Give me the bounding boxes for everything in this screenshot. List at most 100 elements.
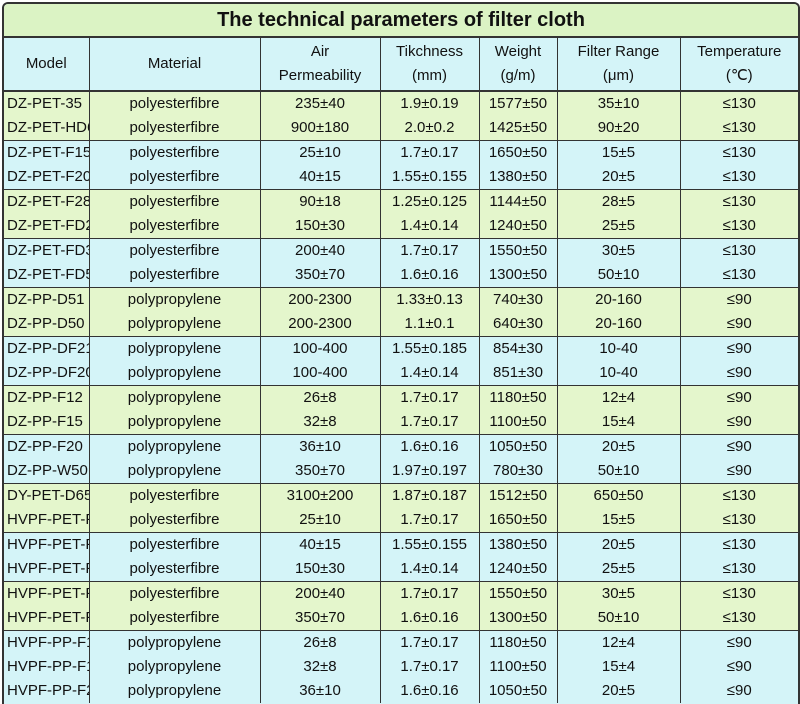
cell-temperature: ≤90 bbox=[679, 385, 798, 410]
cell-model: HVPF-PET-FD25 bbox=[4, 557, 89, 582]
cell-thickness: 1.7±0.17 bbox=[379, 655, 479, 679]
cell-model: DZ-PP-D51 bbox=[4, 287, 89, 312]
cell-weight: 740±30 bbox=[478, 287, 557, 312]
cell-filter-range: 28±5 bbox=[556, 189, 680, 214]
cell-thickness: 1.6±0.16 bbox=[379, 434, 479, 459]
column-header-weight: Weight (g/m) bbox=[478, 38, 557, 92]
cell-weight: 1144±50 bbox=[478, 189, 557, 214]
cell-air-permeability: 25±10 bbox=[259, 140, 380, 165]
cell-weight: 1550±50 bbox=[478, 238, 557, 263]
table-row: DY-PET-D650polyesterfibre3100±2001.87±0.… bbox=[4, 483, 798, 508]
cell-air-permeability: 200-2300 bbox=[259, 312, 380, 337]
cell-air-permeability: 32±8 bbox=[259, 410, 380, 435]
cell-weight: 1180±50 bbox=[478, 385, 557, 410]
table-row: DZ-PET-35 polyesterfibre 235±40 1.9±0.19 157… bbox=[4, 91, 798, 116]
table-row: DZ-PET-F15 polyesterfibre 25±10 1.7±0.17 165… bbox=[4, 140, 798, 165]
cell-filter-range: 20-160 bbox=[556, 312, 680, 337]
cell-air-permeability: 900±180 bbox=[259, 116, 380, 141]
cell-material: polypropylene bbox=[88, 287, 260, 312]
cell-filter-range: 50±10 bbox=[556, 263, 680, 288]
cell-model: HVPF-PP-F20 bbox=[4, 679, 89, 703]
cell-filter-range: 15±4 bbox=[556, 410, 680, 435]
cell-filter-range: 30±5 bbox=[556, 238, 680, 263]
cell-weight: 1577±50 bbox=[478, 91, 557, 116]
column-header-model: Model bbox=[4, 38, 89, 92]
cell-temperature: ≤90 bbox=[679, 679, 798, 703]
cell-filter-range: 10-40 bbox=[556, 361, 680, 386]
cell-filter-range: 50±10 bbox=[556, 459, 680, 484]
cell-temperature: ≤90 bbox=[679, 336, 798, 361]
column-header-line: Material bbox=[147, 55, 202, 72]
cell-air-permeability: 150±30 bbox=[259, 557, 380, 582]
cell-thickness: 1.33±0.13 bbox=[379, 287, 479, 312]
table-row: DZ-PET-HD65polyesterfibre900±1802.0±0.21… bbox=[4, 116, 798, 141]
cell-material: polypropylene bbox=[88, 361, 260, 386]
cell-temperature: ≤90 bbox=[679, 434, 798, 459]
cell-thickness: 1.25±0.125 bbox=[379, 189, 479, 214]
cell-temperature: ≤130 bbox=[679, 508, 798, 533]
cell-air-permeability: 40±15 bbox=[259, 532, 380, 557]
column-header-line: (μm) bbox=[602, 67, 635, 84]
cell-air-permeability: 36±10 bbox=[259, 434, 380, 459]
cell-material: polypropylene bbox=[88, 434, 260, 459]
cell-temperature: ≤90 bbox=[679, 410, 798, 435]
column-header-line: Permeability bbox=[278, 67, 362, 84]
cell-air-permeability: 90±18 bbox=[259, 189, 380, 214]
cell-air-permeability: 100-400 bbox=[259, 361, 380, 386]
cell-material: polyesterfibre bbox=[88, 483, 260, 508]
cell-weight: 1650±50 bbox=[478, 140, 557, 165]
column-header-material: Material bbox=[88, 38, 260, 92]
cell-material: polypropylene bbox=[88, 410, 260, 435]
table-row: DZ-PET-FD30polyesterfibre200±401.7±0.171… bbox=[4, 238, 798, 263]
cell-temperature: ≤90 bbox=[679, 287, 798, 312]
table-row: HVPF-PET-F15polyesterfibre25±101.7±0.171… bbox=[4, 508, 798, 533]
column-header-line: (℃) bbox=[725, 67, 753, 84]
cell-thickness: 1.7±0.17 bbox=[379, 238, 479, 263]
table-title: The technical parameters of filter cloth bbox=[4, 4, 798, 38]
cell-filter-range: 90±20 bbox=[556, 116, 680, 141]
cell-material: polypropylene bbox=[88, 655, 260, 679]
cell-material: polyesterfibre bbox=[88, 165, 260, 190]
cell-model: DY-PET-D650 bbox=[4, 483, 89, 508]
table-row: HVPF-PET-FD30polyesterfibre200±401.7±0.1… bbox=[4, 581, 798, 606]
cell-temperature: ≤90 bbox=[679, 459, 798, 484]
cell-material: polypropylene bbox=[88, 385, 260, 410]
cell-temperature: ≤90 bbox=[679, 361, 798, 386]
cell-temperature: ≤130 bbox=[679, 263, 798, 288]
cell-model: DZ-PP-DF20 bbox=[4, 361, 89, 386]
cell-weight: 1380±50 bbox=[478, 532, 557, 557]
table-row: DZ-PP-W50 polypropylene 350±70 1.97±0.197 78… bbox=[4, 459, 798, 484]
cell-temperature: ≤130 bbox=[679, 483, 798, 508]
cell-temperature: ≤130 bbox=[679, 532, 798, 557]
cell-weight: 1650±50 bbox=[478, 508, 557, 533]
table-row: DZ-PP-F20 polypropylene 36±10 1.6±0.16 1050±… bbox=[4, 434, 798, 459]
cell-temperature: ≤130 bbox=[679, 606, 798, 631]
cell-air-permeability: 200-2300 bbox=[259, 287, 380, 312]
cell-air-permeability: 350±70 bbox=[259, 263, 380, 288]
cell-material: polyesterfibre bbox=[88, 91, 260, 116]
column-header-line: Air bbox=[310, 43, 330, 60]
cell-weight: 780±30 bbox=[478, 459, 557, 484]
cell-filter-range: 20-160 bbox=[556, 287, 680, 312]
cell-weight: 1550±50 bbox=[478, 581, 557, 606]
cell-thickness: 2.0±0.2 bbox=[379, 116, 479, 141]
cell-filter-range: 25±5 bbox=[556, 214, 680, 239]
cell-thickness: 1.1±0.1 bbox=[379, 312, 479, 337]
cell-weight: 1425±50 bbox=[478, 116, 557, 141]
cell-temperature: ≤90 bbox=[679, 630, 798, 655]
column-header-line: Weight bbox=[494, 43, 542, 60]
cell-air-permeability: 200±40 bbox=[259, 238, 380, 263]
table-row: HVPF-PP-F12polypropylene26±81.7±0.171180… bbox=[4, 630, 798, 655]
cell-weight: 1100±50 bbox=[478, 410, 557, 435]
cell-model: DZ-PET-FD50 bbox=[4, 263, 89, 288]
cell-model: DZ-PET-35 bbox=[4, 91, 89, 116]
cell-temperature: ≤130 bbox=[679, 189, 798, 214]
cell-thickness: 1.55±0.155 bbox=[379, 165, 479, 190]
cell-filter-range: 50±10 bbox=[556, 606, 680, 631]
cell-thickness: 1.7±0.17 bbox=[379, 508, 479, 533]
cell-thickness: 1.6±0.16 bbox=[379, 263, 479, 288]
cell-filter-range: 20±5 bbox=[556, 165, 680, 190]
cell-model: DZ-PP-F15 bbox=[4, 410, 89, 435]
cell-model: HVPF-PP-F12 bbox=[4, 630, 89, 655]
cell-model: DZ-PP-DF21 bbox=[4, 336, 89, 361]
